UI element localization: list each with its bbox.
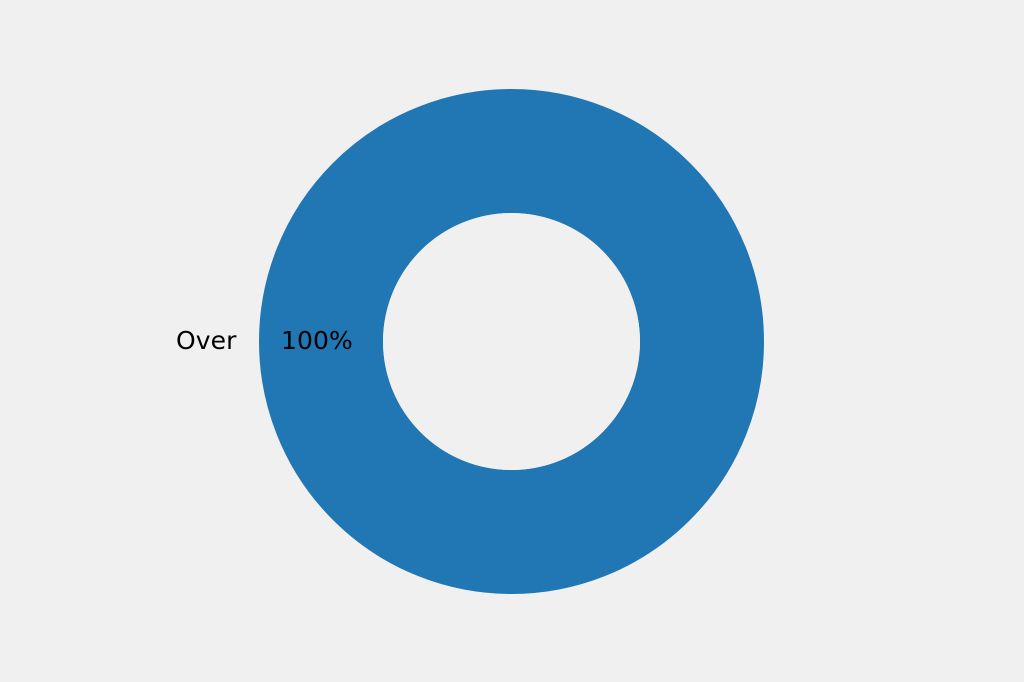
donut-hole xyxy=(383,213,640,470)
pie-slice-group xyxy=(259,89,764,594)
pie-percent-label-over: 100% xyxy=(281,326,353,355)
pie-slice-over[interactable] xyxy=(259,89,764,594)
pie-label-over: Over xyxy=(176,326,237,355)
